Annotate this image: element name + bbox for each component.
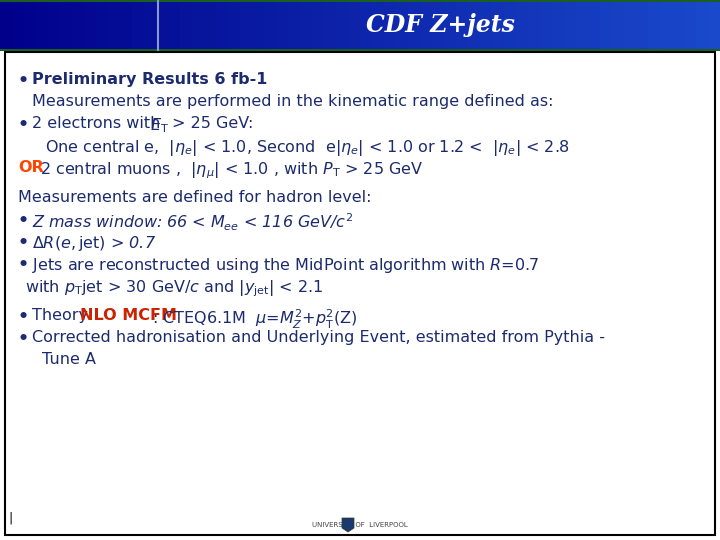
Bar: [96, 0, 109, 50]
Text: One central e,  $|\eta_e|$ < 1.0, Second  e$|\eta_e|$ < 1.0 or 1.2 <  $|\eta_e|$: One central e, $|\eta_e|$ < 1.0, Second …: [45, 138, 570, 158]
Text: Measurements are performed in the kinematic range defined as:: Measurements are performed in the kinema…: [32, 94, 554, 109]
Bar: [144, 0, 157, 50]
Bar: [72, 0, 85, 50]
Polygon shape: [342, 518, 354, 532]
Text: $Z$ mass window: 66 < $M_{ee}$ < 116 GeV/$c^2$: $Z$ mass window: 66 < $M_{ee}$ < 116 GeV…: [32, 212, 354, 233]
Text: Theory: Theory: [32, 308, 93, 323]
Bar: [36, 0, 49, 50]
Text: Preliminary Results 6 fb-1: Preliminary Results 6 fb-1: [32, 72, 267, 87]
Bar: [132, 0, 145, 50]
Bar: [600, 0, 613, 50]
Bar: [708, 0, 720, 50]
Bar: [696, 0, 709, 50]
Text: > 25 GeV:: > 25 GeV:: [172, 116, 253, 131]
Bar: [576, 0, 589, 50]
Bar: [156, 0, 169, 50]
Bar: [564, 0, 577, 50]
Bar: [636, 0, 649, 50]
Bar: [528, 0, 541, 50]
Text: •: •: [18, 330, 29, 348]
Bar: [348, 0, 361, 50]
Bar: [108, 0, 121, 50]
Bar: [240, 0, 253, 50]
Bar: [456, 0, 469, 50]
Bar: [60, 0, 73, 50]
Bar: [480, 0, 493, 50]
Text: $E_\mathrm{T}$: $E_\mathrm{T}$: [150, 116, 169, 134]
FancyBboxPatch shape: [5, 52, 715, 535]
Bar: [48, 0, 61, 50]
Bar: [672, 0, 685, 50]
Text: •: •: [18, 212, 29, 230]
Bar: [360, 0, 373, 50]
Bar: [84, 0, 97, 50]
Bar: [228, 0, 241, 50]
Bar: [192, 0, 205, 50]
Bar: [24, 0, 37, 50]
Bar: [492, 0, 505, 50]
Bar: [336, 0, 349, 50]
Bar: [420, 0, 433, 50]
Bar: [384, 0, 397, 50]
Bar: [252, 0, 265, 50]
Text: : CTEQ6.1M  $\mu$=$M_Z^2$+$p_\mathrm{T}^2$(Z): : CTEQ6.1M $\mu$=$M_Z^2$+$p_\mathrm{T}^2…: [152, 308, 358, 331]
Bar: [180, 0, 193, 50]
Bar: [468, 0, 481, 50]
Text: $\Delta R(e,\mathrm{jet})$ > 0.7: $\Delta R(e,\mathrm{jet})$ > 0.7: [32, 234, 156, 253]
Bar: [168, 0, 181, 50]
Bar: [0, 0, 720, 2]
Bar: [288, 0, 301, 50]
Bar: [396, 0, 409, 50]
Text: 2 electrons with: 2 electrons with: [32, 116, 166, 131]
Bar: [372, 0, 385, 50]
Text: •: •: [18, 234, 29, 252]
Bar: [276, 0, 289, 50]
Bar: [648, 0, 661, 50]
Bar: [312, 0, 325, 50]
Bar: [0, 0, 13, 50]
Text: •: •: [18, 308, 29, 326]
Text: OR: OR: [18, 160, 44, 175]
Text: |: |: [8, 512, 12, 525]
Text: UNIVERSITY OF  LIVERPOOL: UNIVERSITY OF LIVERPOOL: [312, 522, 408, 528]
Text: •: •: [18, 256, 29, 274]
Bar: [660, 0, 673, 50]
Bar: [684, 0, 697, 50]
Bar: [216, 0, 229, 50]
Bar: [552, 0, 565, 50]
Bar: [504, 0, 517, 50]
Text: NLO MCFM: NLO MCFM: [80, 308, 177, 323]
Bar: [408, 0, 421, 50]
Bar: [300, 0, 313, 50]
Text: Tune A: Tune A: [42, 352, 96, 367]
Text: CDF Z+jets: CDF Z+jets: [366, 13, 514, 37]
Bar: [516, 0, 529, 50]
Bar: [432, 0, 445, 50]
Bar: [324, 0, 337, 50]
Text: Measurements are defined for hadron level:: Measurements are defined for hadron leve…: [18, 190, 372, 205]
Text: Corrected hadronisation and Underlying Event, estimated from Pythia -: Corrected hadronisation and Underlying E…: [32, 330, 605, 345]
Bar: [12, 0, 25, 50]
Text: •: •: [18, 72, 29, 90]
Bar: [588, 0, 601, 50]
Text: with $p_\mathrm{T}$jet > 30 GeV/$c$ and $|y_\mathrm{jet}|$ < 2.1: with $p_\mathrm{T}$jet > 30 GeV/$c$ and …: [25, 278, 323, 299]
Bar: [204, 0, 217, 50]
Bar: [624, 0, 637, 50]
Bar: [444, 0, 457, 50]
Bar: [120, 0, 133, 50]
Text: 2 central muons ,  $|\eta_\mu|$ < 1.0 , with $P_\mathrm{T}$ > 25 GeV: 2 central muons , $|\eta_\mu|$ < 1.0 , w…: [40, 160, 423, 180]
Text: Jets are reconstructed using the MidPoint algorithm with $R$=0.7: Jets are reconstructed using the MidPoin…: [32, 256, 539, 275]
Bar: [0, 49, 720, 51]
Bar: [612, 0, 625, 50]
Bar: [264, 0, 277, 50]
Bar: [540, 0, 553, 50]
Text: •: •: [18, 116, 29, 134]
